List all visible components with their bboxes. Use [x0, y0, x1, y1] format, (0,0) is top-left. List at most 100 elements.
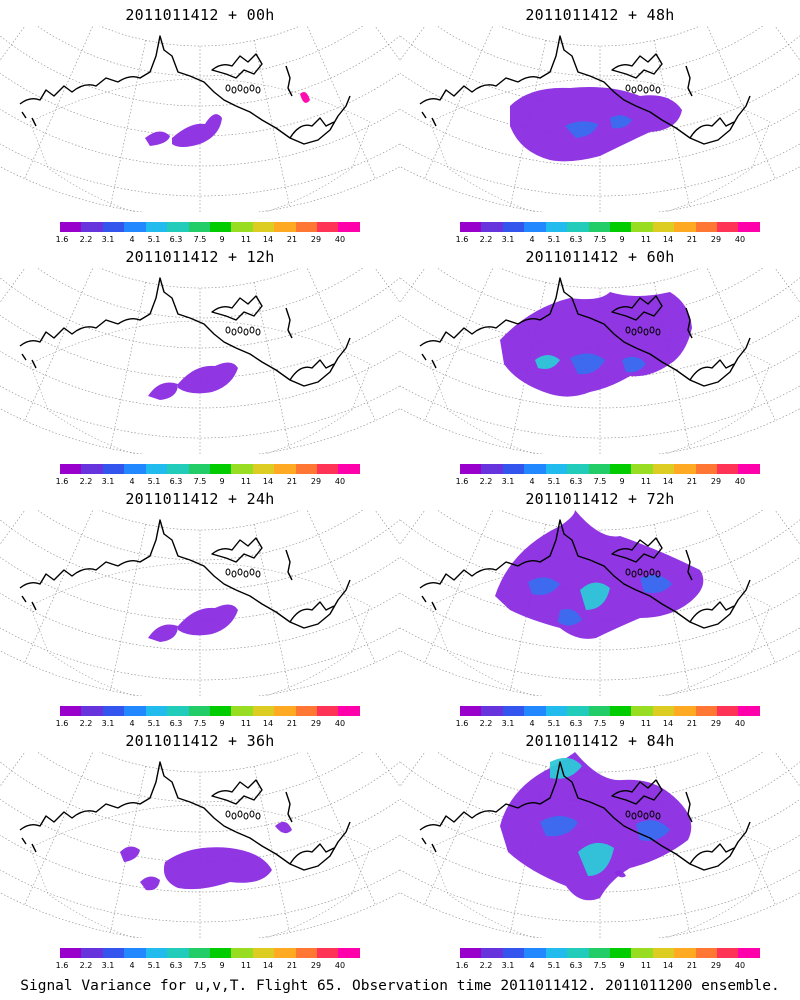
grid-latitude-line: [0, 35, 400, 107]
coastline: [19, 77, 119, 105]
island: [625, 568, 631, 576]
legend-swatch: [124, 706, 146, 716]
legend-swatch: [567, 706, 589, 716]
panel-title: 2011011412 + 48h: [525, 6, 675, 24]
map-boundary: [429, 804, 771, 938]
legend-tick-label: 6.3: [169, 719, 183, 728]
legend-swatch: [545, 222, 568, 232]
legend-swatch: [524, 464, 546, 474]
coastline: [21, 595, 27, 603]
grid-longitude-line: [0, 752, 6, 799]
legend-tick-label: 1.6: [55, 235, 69, 244]
legend-tick-label: 21: [286, 961, 298, 970]
grid-latitude-line: [0, 277, 400, 349]
legend-tick-label: 6.3: [169, 961, 183, 970]
legend-tick-label: 6.3: [569, 235, 583, 244]
color-legend: [60, 948, 360, 958]
grid-longitude-line: [400, 510, 406, 557]
island: [231, 570, 237, 578]
legend-swatch: [145, 464, 168, 474]
island: [631, 570, 637, 578]
legend-tick-label: 9: [219, 961, 225, 970]
coastline: [235, 821, 351, 871]
coastline: [235, 337, 351, 387]
legend-tick-label: 5.1: [547, 477, 561, 486]
forecast-panel: 2011011412 + 36h 1.6 2.2 3.1 4 5.1 6.3 7.5 9 11 14…: [0, 726, 400, 971]
coastline: [285, 549, 293, 581]
legend-tick-label: 29: [310, 719, 322, 728]
coastline: [117, 761, 237, 833]
legend-swatch: [317, 222, 339, 232]
forecast-panel: 2011011412 + 00h 1.6 2.2 3.1 4 5.1 6.3 7.5 9 11 14…: [0, 0, 400, 244]
island: [255, 570, 261, 578]
legend-tick-label: 2.2: [79, 235, 93, 244]
legend-tick-label: 29: [310, 235, 322, 244]
coastline: [19, 561, 119, 589]
legend-swatch: [631, 706, 653, 716]
map-boundary: [29, 320, 371, 454]
coastline: [31, 843, 37, 853]
legend-swatch: [60, 464, 82, 474]
legend-tick-label: 4: [129, 235, 135, 244]
grid-longitude-line: [706, 26, 776, 179]
variance-region: [140, 876, 160, 891]
legend-swatch: [631, 222, 653, 232]
island: [655, 570, 661, 578]
legend-swatch: [145, 706, 168, 716]
grid-latitude-line: [499, 510, 701, 531]
legend-swatch: [738, 222, 760, 232]
legend-tick-label: 9: [219, 719, 225, 728]
coastline: [685, 65, 693, 97]
legend-tick-label: 21: [686, 961, 698, 970]
legend-ticks: 1.6 2.2 3.1 4 5.1 6.3 7.5 9 11 14 21 29 40: [52, 961, 368, 971]
island: [631, 812, 637, 820]
coastline: [211, 53, 263, 79]
coastline: [285, 65, 293, 97]
legend-tick-label: 5.1: [147, 719, 161, 728]
legend-swatch: [674, 464, 696, 474]
legend-swatch: [631, 464, 653, 474]
panel-title: 2011011412 + 60h: [525, 248, 675, 266]
island: [637, 810, 643, 818]
coastline: [285, 307, 293, 339]
grid-latitude-line: [36, 26, 364, 77]
variance-region: [578, 842, 614, 876]
variance-map: [0, 510, 400, 696]
variance-region: [178, 604, 238, 636]
legend-tick-label: 9: [619, 719, 625, 728]
legend-tick-label: 3.1: [101, 719, 115, 728]
panel-title: 2011011412 + 24h: [125, 490, 275, 508]
legend-tick-label: 4: [129, 961, 135, 970]
legend-tick-label: 5.1: [147, 477, 161, 486]
legend-swatch: [545, 948, 568, 958]
island: [243, 570, 249, 578]
variance-region: [500, 752, 692, 901]
legend-swatch: [502, 222, 525, 232]
coastline: [117, 35, 237, 107]
legend-tick-label: 1.6: [55, 477, 69, 486]
legend-tick-label: 4: [529, 235, 535, 244]
variance-map: [0, 26, 400, 212]
color-legend: [460, 222, 760, 232]
map-grid: [0, 752, 400, 938]
coastline: [689, 843, 735, 865]
legend-tick-label: 21: [286, 235, 298, 244]
legend-swatch: [481, 464, 503, 474]
grid-longitude-line: [24, 752, 94, 905]
grid-longitude-line: [794, 752, 800, 799]
legend-swatch: [295, 222, 318, 232]
coastline: [419, 561, 519, 589]
legend-swatch: [231, 706, 253, 716]
legend-swatch: [652, 464, 675, 474]
legend-tick-label: 3.1: [101, 961, 115, 970]
legend-swatch: [295, 706, 318, 716]
island: [649, 326, 655, 334]
legend-tick-label: 5.1: [547, 961, 561, 970]
legend-swatch: [274, 464, 296, 474]
coastline: [611, 537, 663, 563]
island: [243, 328, 249, 336]
legend-tick-label: 7.5: [593, 477, 607, 486]
legend-swatch: [102, 706, 125, 716]
legend-swatch: [188, 222, 210, 232]
variance-region: [614, 870, 626, 878]
